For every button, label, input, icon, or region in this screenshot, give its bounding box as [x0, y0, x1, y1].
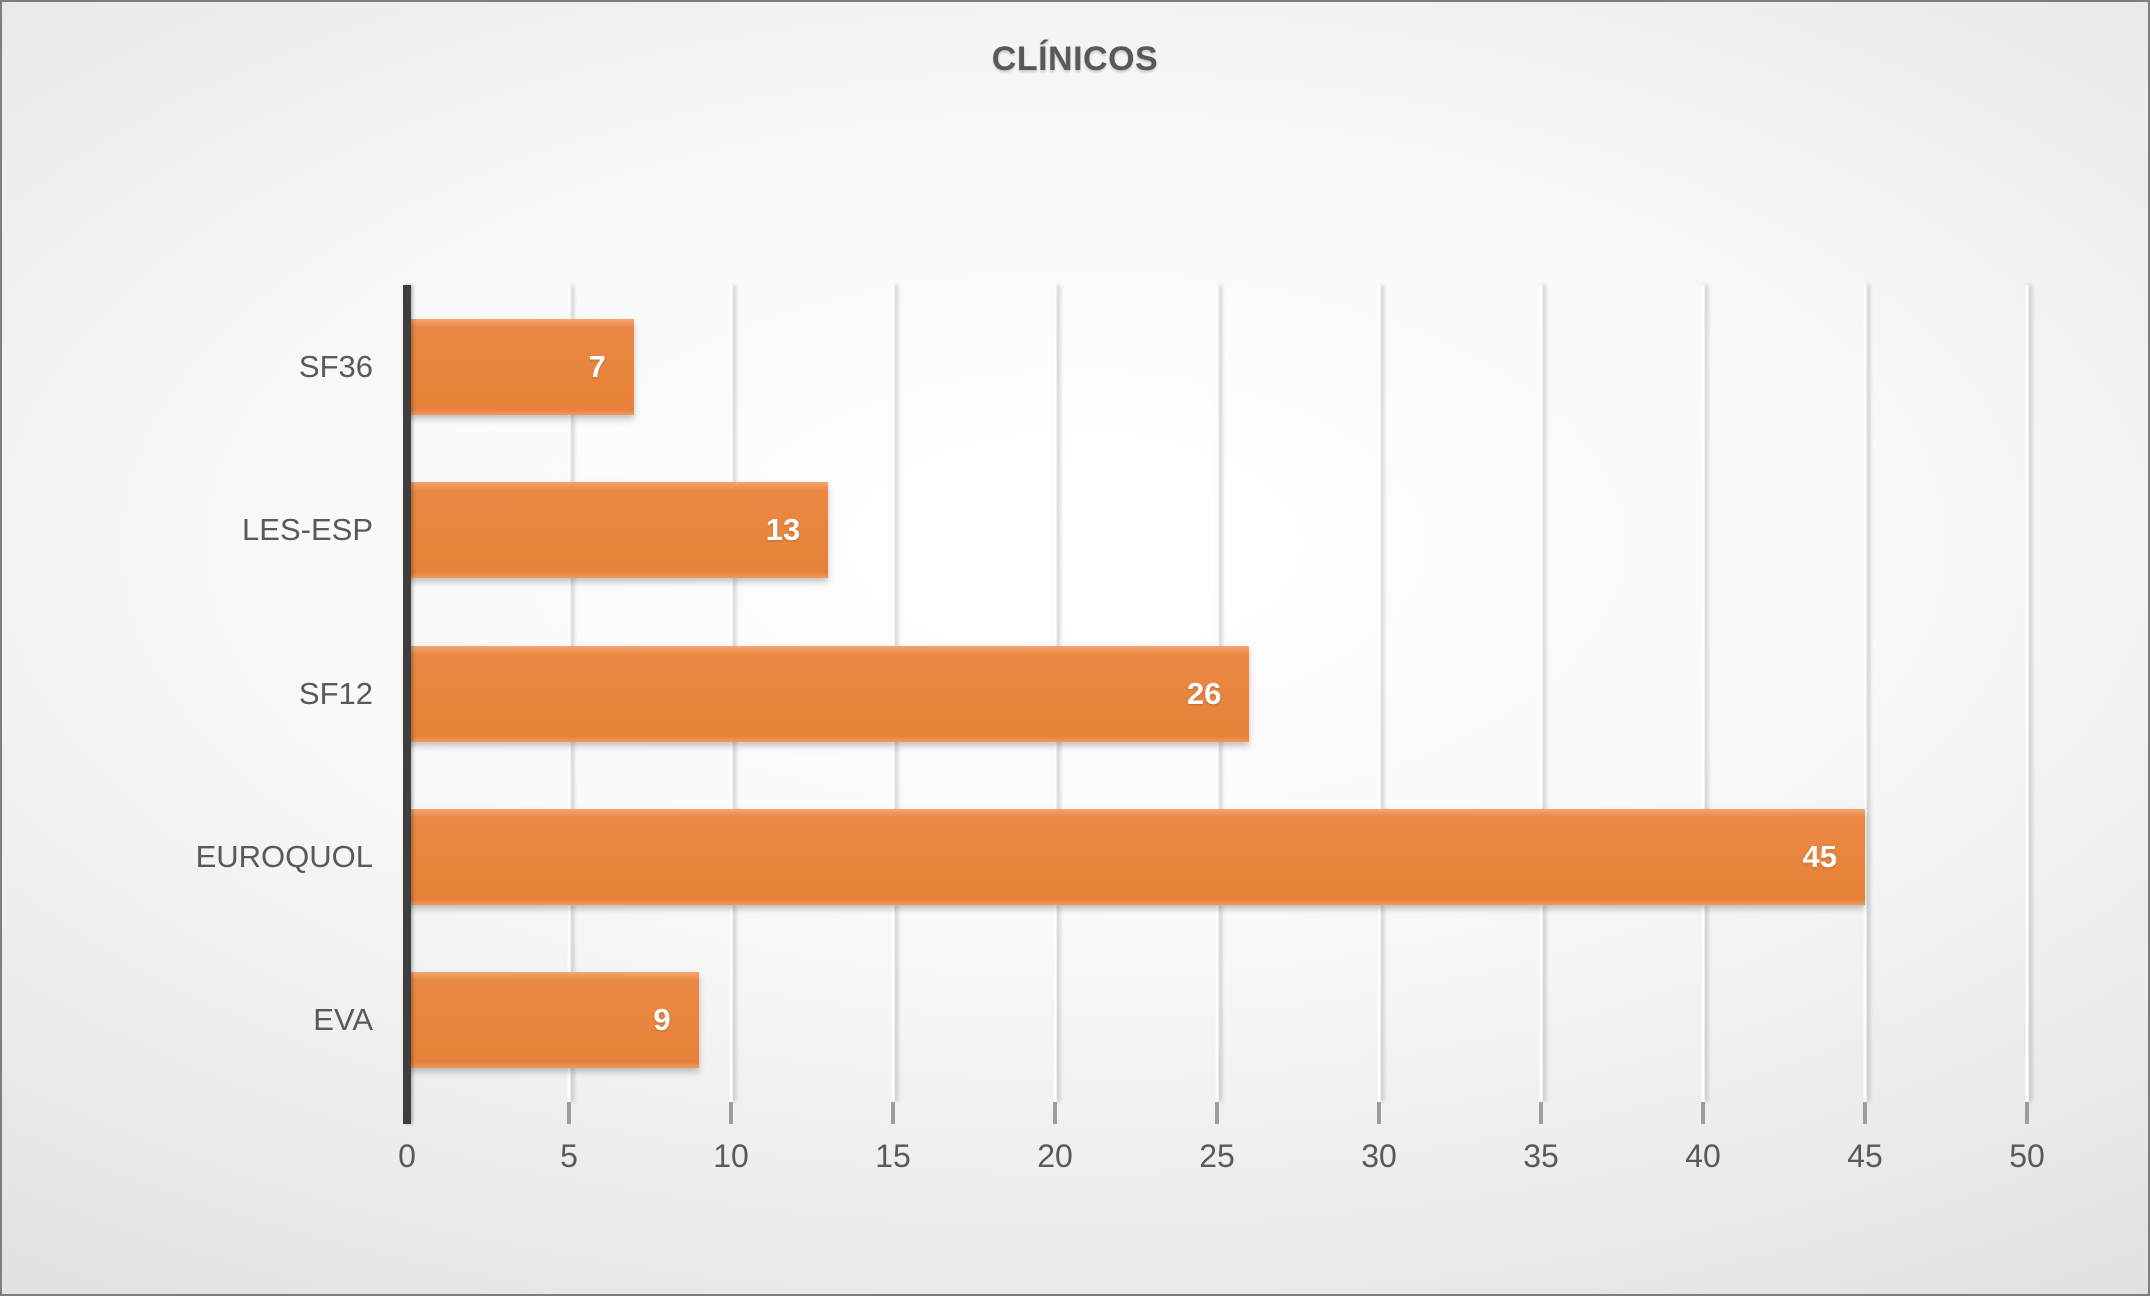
bar-sf36: 7	[407, 318, 634, 415]
x-axis-tick	[1863, 1102, 1867, 1124]
x-tick-label: 0	[398, 1138, 416, 1174]
x-tick-label: 35	[1523, 1138, 1559, 1174]
y-axis-line	[403, 285, 411, 1124]
x-axis-tick	[1377, 1102, 1381, 1124]
category-label-eva: EVA	[313, 1002, 373, 1038]
x-axis-tick	[1539, 1102, 1543, 1124]
bar-value-label: 45	[1802, 838, 1837, 874]
x-axis-tick	[1215, 1102, 1219, 1124]
bar-les-esp: 13	[407, 482, 829, 579]
x-axis-tick	[567, 1102, 571, 1124]
gridline	[1863, 285, 1867, 1102]
x-axis-tick	[891, 1102, 895, 1124]
chart-title: CLÍNICOS	[991, 40, 1159, 78]
bar-value-label: 26	[1186, 675, 1222, 711]
gridline	[1377, 285, 1381, 1102]
x-axis-tick	[729, 1102, 733, 1124]
category-label-les-esp: LES-ESP	[242, 512, 373, 548]
bar-euroquol: 45	[407, 808, 1865, 905]
x-tick-label: 20	[1037, 1138, 1073, 1174]
gridline	[1701, 285, 1705, 1102]
bar-value-label: 13	[765, 512, 801, 548]
bar-value-label: 7	[588, 348, 606, 384]
x-tick-label: 40	[1685, 1138, 1721, 1174]
x-tick-label: 5	[560, 1138, 578, 1174]
x-axis-tick	[1053, 1102, 1057, 1124]
bar-eva: 9	[407, 972, 699, 1069]
x-tick-label: 25	[1199, 1138, 1235, 1174]
x-axis-tick	[1701, 1102, 1705, 1124]
plot-area: 0 5 10 15 20 25 30 35 40 45 50 7 SF36 13 LES-ESP 26 SF12…	[196, 285, 2045, 1174]
bar-value-label: 9	[653, 1002, 671, 1038]
category-label-sf36: SF36	[298, 348, 373, 384]
category-label-euroquol: EUROQUOL	[195, 838, 373, 874]
x-axis-tick	[2025, 1102, 2029, 1124]
x-tick-label: 10	[713, 1138, 749, 1174]
gridline	[1539, 285, 1543, 1102]
x-tick-label: 50	[2009, 1138, 2045, 1174]
x-tick-label: 15	[875, 1138, 911, 1174]
gridline	[2025, 285, 2029, 1102]
x-tick-label: 30	[1361, 1138, 1397, 1174]
x-tick-label: 45	[1847, 1138, 1883, 1174]
bar-sf12: 26	[407, 645, 1250, 742]
category-label-sf12: SF12	[298, 675, 373, 711]
